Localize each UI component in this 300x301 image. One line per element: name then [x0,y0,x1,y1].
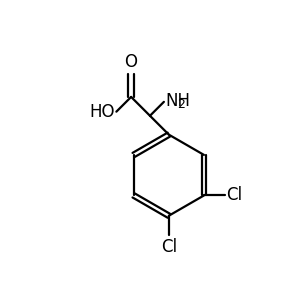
Text: NH: NH [165,92,190,110]
Text: 2: 2 [177,98,185,111]
Text: Cl: Cl [161,238,177,256]
Text: Cl: Cl [226,186,242,204]
Text: HO: HO [89,103,115,121]
Text: O: O [124,52,138,70]
